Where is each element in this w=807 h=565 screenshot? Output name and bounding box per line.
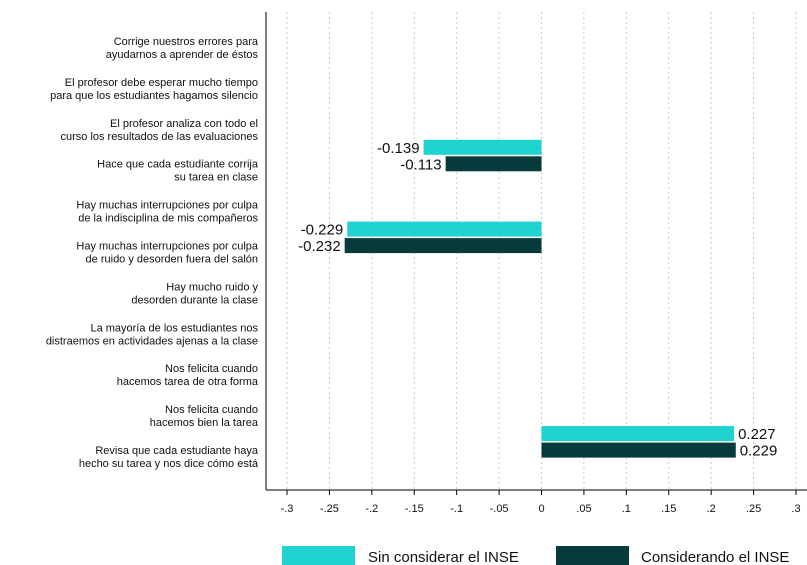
x-tick-label: -.2 xyxy=(365,503,378,515)
category-label: Nos felicita cuando hacemos bien la tarea xyxy=(150,404,259,429)
bar-sin-inse xyxy=(541,426,735,442)
legend-label: Considerando el INSE xyxy=(641,549,789,565)
legend-swatch xyxy=(282,546,355,565)
data-label: -0.229 xyxy=(301,222,344,239)
x-tick-label: .15 xyxy=(661,503,676,515)
bar-con-inse xyxy=(344,238,542,254)
x-tick-label: -.1 xyxy=(450,503,463,515)
data-label: -0.113 xyxy=(400,156,441,173)
category-label: Hay mucho ruido y desorden durante la cla… xyxy=(131,281,258,306)
data-label: -0.139 xyxy=(377,140,420,157)
x-tick-label: .1 xyxy=(622,503,631,515)
category-label: Hace que cada estudiante corrija su tarea… xyxy=(97,159,259,184)
bar-sin-inse xyxy=(423,139,542,155)
x-tick-label: .3 xyxy=(791,503,800,515)
category-label: Corrige nuestros errores para ayudarnos a… xyxy=(106,36,259,61)
bars xyxy=(344,139,736,458)
category-labels: Corrige nuestros errores para ayudarnos a… xyxy=(46,36,259,470)
x-ticks: -.3 -.25 -.2 -.15 -.1 -.05 0 .05 .1 .15 .2 .25 .3 xyxy=(281,490,801,515)
category-label: Hay muchas interrupciones por culpa de ru… xyxy=(76,241,258,266)
legend-label: Sin considerar el INSE xyxy=(368,549,519,565)
data-label: -0.232 xyxy=(298,238,341,255)
x-tick-label: .05 xyxy=(576,503,591,515)
x-tick-label: 0 xyxy=(538,503,544,515)
legend-swatch xyxy=(556,546,629,565)
data-label: 0.227 xyxy=(738,426,776,443)
legend: Sin considerar el INSE Considerando el IN… xyxy=(282,546,789,565)
x-tick-label: -.25 xyxy=(320,503,339,515)
x-tick-label: .25 xyxy=(746,503,761,515)
category-label: Nos felicita cuando hacemos tarea de otra… xyxy=(117,363,259,388)
data-label: 0.229 xyxy=(740,443,778,460)
x-tick-label: -.15 xyxy=(405,503,424,515)
bar-sin-inse xyxy=(347,221,542,237)
category-label: El profesor analiza con todo el curso los… xyxy=(60,118,258,143)
bar-con-inse xyxy=(445,156,542,172)
x-tick-label: -.3 xyxy=(281,503,294,515)
category-label: Revisa que cada estudiante haya hecho su … xyxy=(79,445,259,470)
x-tick-label: -.05 xyxy=(490,503,509,515)
category-label: Hay muchas interrupciones por culpa de la… xyxy=(76,200,258,225)
bar-con-inse xyxy=(541,442,736,458)
category-label: El profesor debe esperar mucho tiempo par… xyxy=(50,77,258,102)
x-tick-label: .2 xyxy=(707,503,716,515)
category-label: La mayoría de los estudiantes nos distrae… xyxy=(46,322,259,347)
